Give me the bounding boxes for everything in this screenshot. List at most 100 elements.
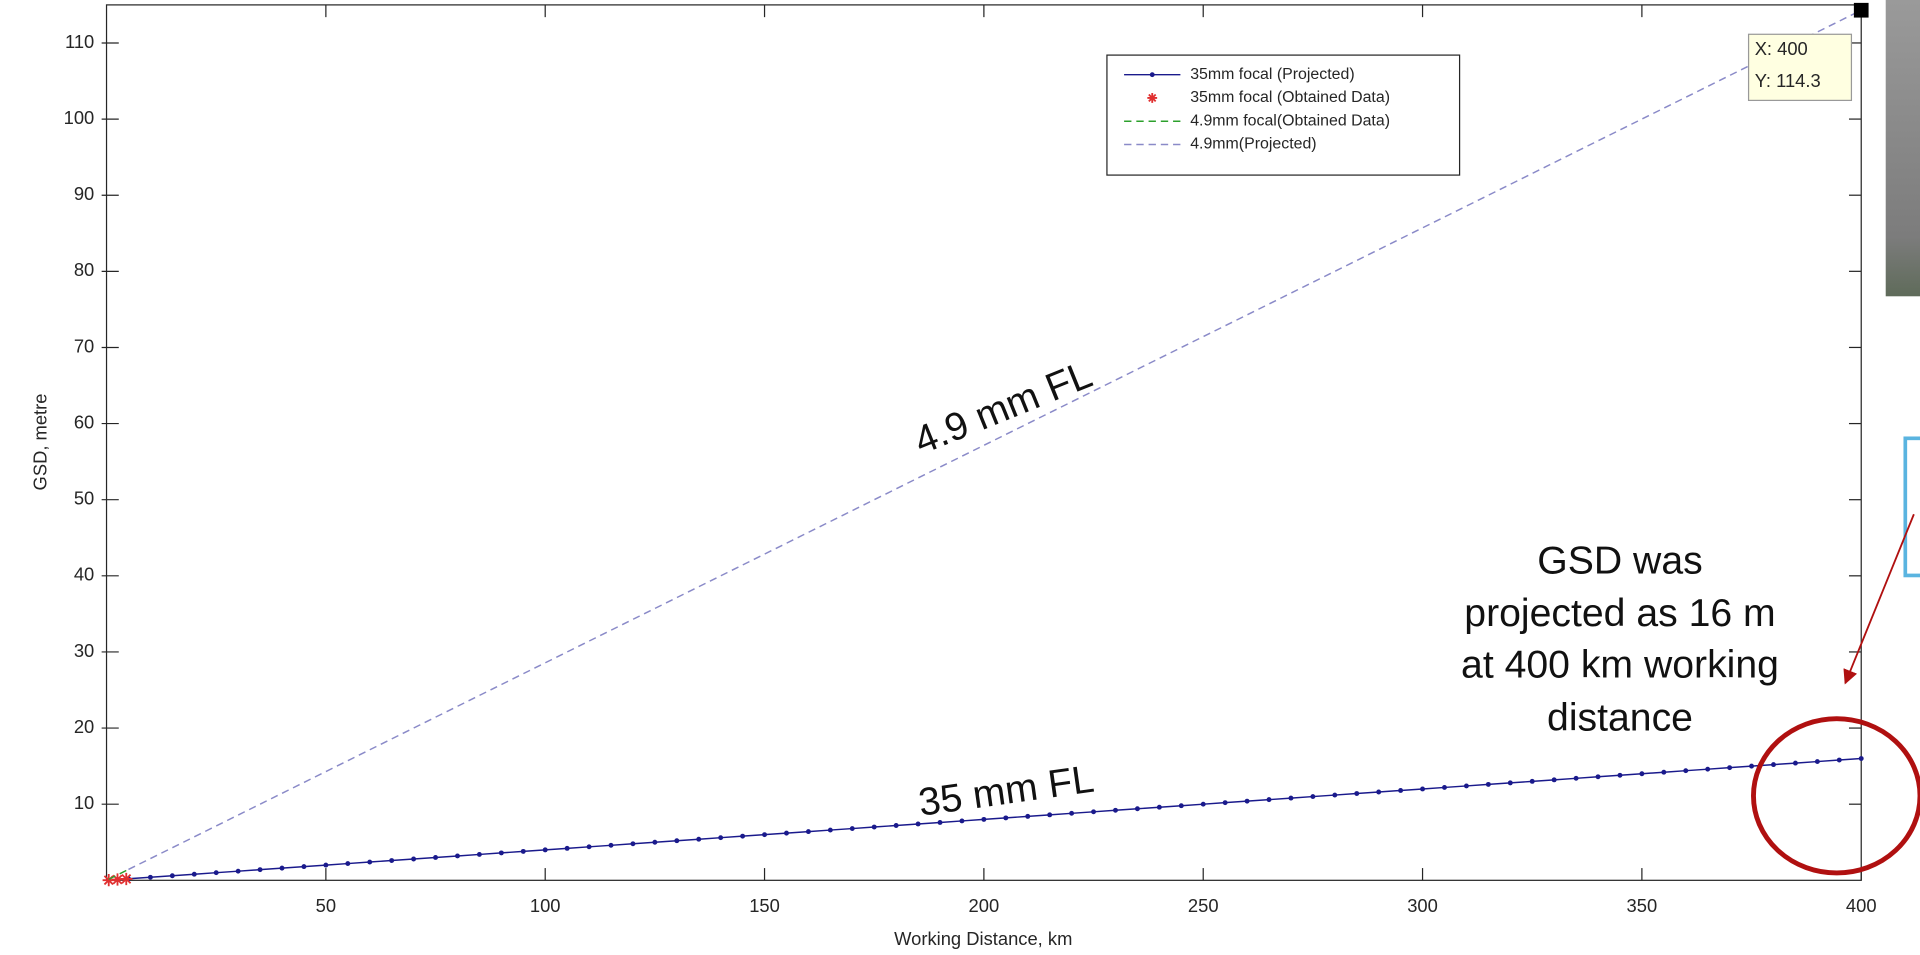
data-point: [849, 826, 855, 831]
data-point: [1003, 815, 1009, 821]
data-point: [191, 871, 197, 877]
x-tick-label: 250: [1188, 895, 1219, 916]
data-point: [981, 816, 987, 822]
data-point: [1376, 789, 1382, 795]
data-point: [1398, 788, 1404, 793]
data-point: [1836, 757, 1842, 763]
data-point: [1244, 798, 1250, 804]
data-point: [1814, 759, 1820, 765]
data-point: [367, 859, 373, 865]
y-tick-label: 70: [74, 335, 94, 356]
cropped-box: [1903, 436, 1920, 578]
legend-label: 4.9mm(Projected): [1190, 136, 1316, 153]
x-axis-label: Working Distance, km: [894, 928, 1072, 949]
data-point: [433, 855, 438, 860]
y-axis-label: GSD, metre: [29, 394, 50, 491]
data-point: [345, 861, 351, 867]
callout-text: distance: [1547, 696, 1693, 739]
y-tick-label: 100: [64, 107, 95, 128]
data-point: [1354, 791, 1360, 796]
data-point: [279, 865, 285, 871]
datatip-text: X: 400: [1755, 38, 1808, 59]
data-point: [1771, 762, 1776, 768]
data-point: [1661, 769, 1667, 775]
data-point: [1529, 778, 1535, 784]
y-tick-label: 110: [65, 31, 94, 52]
data-point: [1617, 772, 1623, 778]
data-point: [1595, 774, 1601, 780]
data-point: [323, 862, 329, 868]
data-point: [696, 836, 702, 842]
callout-arrow: [1843, 513, 1915, 685]
data-point: [1573, 775, 1579, 781]
data-point: [630, 841, 636, 847]
data-point: [1069, 810, 1075, 816]
x-tick-label: 100: [530, 895, 561, 916]
data-point: [893, 823, 899, 828]
x-tick-label: 300: [1407, 895, 1438, 916]
series-line: [128, 757, 1862, 880]
data-point: [564, 845, 570, 851]
data-point: [805, 829, 811, 835]
data-point: [301, 864, 307, 870]
data-point: [1091, 809, 1096, 815]
data-point: [1222, 800, 1228, 806]
series-line: [108, 869, 127, 880]
data-point: [959, 818, 965, 824]
data-point: [1178, 803, 1184, 809]
x-tick-label: 50: [316, 895, 336, 916]
y-tick-label: 40: [74, 564, 94, 585]
legend-label: 35mm focal (Obtained Data): [1190, 89, 1390, 106]
data-point: [740, 833, 746, 839]
y-tick-label: 30: [74, 640, 94, 661]
data-point: [784, 830, 789, 836]
data-point: [1332, 792, 1338, 798]
data-point: [1463, 783, 1469, 789]
callout-text: GSD was: [1537, 540, 1702, 583]
data-point: [542, 847, 548, 853]
star-marker: [120, 872, 133, 886]
data-point: [718, 835, 724, 841]
data-point: [213, 870, 219, 876]
legend-label: 35mm focal (Projected): [1190, 66, 1354, 83]
data-point: [871, 824, 877, 830]
data-point: [1420, 786, 1425, 792]
data-point: [1551, 777, 1557, 783]
star-marker: [102, 874, 115, 887]
data-point: [1025, 813, 1031, 819]
legend-swatch: [1149, 72, 1155, 78]
data-point: [1047, 812, 1053, 818]
y-tick-label: 60: [74, 411, 94, 432]
data-point: [1200, 801, 1206, 807]
data-point: [608, 842, 614, 848]
data-point: [1639, 771, 1645, 777]
data-point: [1266, 797, 1272, 803]
cropped-photo: [1885, 0, 1920, 297]
data-point: [652, 839, 658, 845]
data-point: [1156, 804, 1162, 810]
legend-label: 4.9mm focal(Obtained Data): [1190, 112, 1390, 129]
datatip-marker: [1853, 2, 1869, 18]
data-point: [762, 832, 767, 838]
data-point: [1134, 806, 1140, 812]
data-point: [1683, 768, 1689, 774]
plot-area: [105, 4, 1862, 881]
callout-text: at 400 km working: [1461, 644, 1779, 687]
data-point: [169, 873, 175, 879]
x-tick-label: 400: [1846, 895, 1877, 916]
y-tick-label: 20: [74, 716, 94, 737]
y-tick-label: 90: [74, 183, 94, 204]
data-point: [389, 858, 395, 863]
y-tick-label: 50: [74, 488, 94, 509]
series-line: [128, 9, 1862, 871]
data-point: [1858, 756, 1864, 761]
data-point: [1749, 763, 1755, 769]
data-point: [455, 853, 460, 859]
data-point: [1310, 794, 1316, 800]
data-point: [915, 821, 921, 827]
data-point: [257, 867, 263, 873]
data-point: [827, 827, 833, 833]
x-tick-label: 150: [749, 895, 780, 916]
datatip-text: Y: 114.3: [1755, 70, 1821, 91]
